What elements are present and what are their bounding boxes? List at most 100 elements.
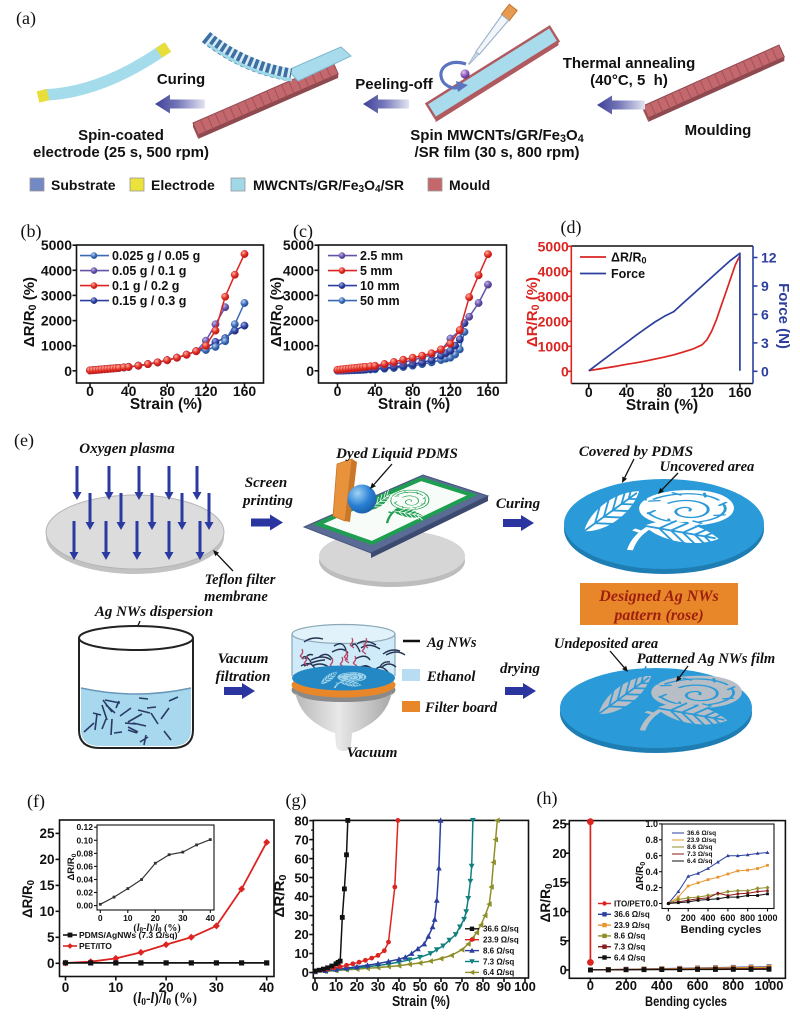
svg-text:0.2: 0.2 xyxy=(645,883,658,893)
svg-text:5 mm: 5 mm xyxy=(360,264,393,278)
svg-text:Undeposited area: Undeposited area xyxy=(554,636,658,652)
svg-text:36.6 Ω/sq: 36.6 Ω/sq xyxy=(483,925,519,934)
svg-text:ΔR/R0 (%): ΔR/R0 (%) xyxy=(524,277,542,347)
svg-text:10: 10 xyxy=(108,980,123,995)
svg-text:0.04: 0.04 xyxy=(76,874,93,884)
svg-text:15: 15 xyxy=(39,878,55,893)
svg-text:6.4 Ω/sq: 6.4 Ω/sq xyxy=(687,858,712,865)
svg-text:Moulding: Moulding xyxy=(685,122,752,139)
svg-text:23.9 Ω/sq: 23.9 Ω/sq xyxy=(614,921,650,930)
svg-text:25: 25 xyxy=(39,826,55,841)
svg-text:(d): (d) xyxy=(561,217,582,238)
svg-text:20: 20 xyxy=(294,927,308,942)
svg-text:drying: drying xyxy=(500,661,541,677)
svg-text:PDMS/AgNWs (7.3 Ω/sq): PDMS/AgNWs (7.3 Ω/sq) xyxy=(79,930,178,940)
svg-text:4000: 4000 xyxy=(41,262,72,278)
svg-text:Strain (%): Strain (%) xyxy=(392,994,450,1010)
svg-text:0: 0 xyxy=(761,363,769,379)
svg-text:600: 600 xyxy=(720,913,735,923)
svg-text:3: 3 xyxy=(761,335,769,351)
svg-text:Spin MWCNTs/GR/Fe3O4: Spin MWCNTs/GR/Fe3O4 xyxy=(410,127,583,145)
svg-text:0.4: 0.4 xyxy=(645,867,658,877)
svg-text:ΔR/R0 (%): ΔR/R0 (%) xyxy=(21,277,39,347)
svg-text:Spin-coated: Spin-coated xyxy=(78,127,164,144)
svg-text:60: 60 xyxy=(434,979,448,994)
svg-text:1.0: 1.0 xyxy=(645,819,658,829)
svg-text:600: 600 xyxy=(687,978,709,993)
svg-text:(g): (g) xyxy=(286,790,307,811)
svg-text:30: 30 xyxy=(209,980,224,995)
svg-text:8.6 Ω/sq: 8.6 Ω/sq xyxy=(614,932,645,941)
svg-text:40: 40 xyxy=(367,383,383,399)
svg-text:0.1 g / 0.2 g: 0.1 g / 0.2 g xyxy=(112,279,179,293)
svg-text:80: 80 xyxy=(657,384,673,400)
svg-text:90: 90 xyxy=(497,979,511,994)
svg-text:ΔR/R0: ΔR/R0 xyxy=(20,880,37,918)
svg-text:Strain (%): Strain (%) xyxy=(130,396,202,413)
svg-text:7.3 Ω/sq: 7.3 Ω/sq xyxy=(687,851,712,858)
svg-text:10: 10 xyxy=(329,979,343,994)
svg-text:0.00: 0.00 xyxy=(76,901,93,911)
svg-text:0: 0 xyxy=(334,383,342,399)
svg-text:pattern (rose): pattern (rose) xyxy=(612,607,703,624)
svg-text:25: 25 xyxy=(552,817,566,832)
svg-text:Ethanol: Ethanol xyxy=(426,669,475,685)
svg-text:2.5 mm: 2.5 mm xyxy=(360,249,403,263)
svg-text:40: 40 xyxy=(619,384,635,400)
svg-text:0.06: 0.06 xyxy=(76,861,93,871)
svg-text:PET/ITO: PET/ITO xyxy=(79,941,112,951)
svg-text:60: 60 xyxy=(294,851,308,866)
svg-text:Teflon filter: Teflon filter xyxy=(205,572,276,588)
svg-text:9: 9 xyxy=(761,278,769,294)
svg-text:Ag NWs dispersion: Ag NWs dispersion xyxy=(94,604,213,620)
svg-text:MWCNTs/GR/Fe3O4/SR: MWCNTs/GR/Fe3O4/SR xyxy=(253,177,404,195)
svg-text:/SR film (30 s, 800 rpm): /SR film (30 s, 800 rpm) xyxy=(414,144,579,161)
svg-text:6: 6 xyxy=(761,306,769,322)
svg-text:100: 100 xyxy=(514,979,536,994)
svg-text:Oxygen plasma: Oxygen plasma xyxy=(79,441,175,457)
svg-text:160: 160 xyxy=(233,383,257,399)
svg-text:0.02: 0.02 xyxy=(76,888,93,898)
svg-text:40: 40 xyxy=(294,889,308,904)
svg-text:10 mm: 10 mm xyxy=(360,279,400,293)
svg-text:Filter board: Filter board xyxy=(424,700,498,716)
svg-text:2000: 2000 xyxy=(41,313,72,329)
svg-text:0.6: 0.6 xyxy=(645,851,658,861)
svg-text:0: 0 xyxy=(302,965,309,980)
svg-text:Strain (%): Strain (%) xyxy=(626,397,698,414)
svg-text:70: 70 xyxy=(294,832,308,847)
svg-text:Vacuum: Vacuum xyxy=(218,651,269,667)
svg-text:electrode (25 s, 500 rpm): electrode (25 s, 500 rpm) xyxy=(33,144,209,161)
svg-text:1000: 1000 xyxy=(538,338,569,354)
svg-text:0: 0 xyxy=(587,978,594,993)
svg-text:0.8: 0.8 xyxy=(645,835,658,845)
svg-text:0.10: 0.10 xyxy=(76,835,93,845)
svg-text:30: 30 xyxy=(178,913,188,923)
svg-text:filtration: filtration xyxy=(215,669,270,685)
svg-text:0: 0 xyxy=(311,979,318,994)
svg-text:Bending cycles: Bending cycles xyxy=(645,993,727,1009)
svg-text:1000: 1000 xyxy=(755,978,784,993)
svg-text:6.4 Ω/sq: 6.4 Ω/sq xyxy=(614,953,645,962)
svg-text:1000: 1000 xyxy=(41,338,72,354)
svg-text:50: 50 xyxy=(294,870,308,885)
svg-text:ΔR/R0: ΔR/R0 xyxy=(537,883,555,922)
svg-text:(h): (h) xyxy=(537,788,558,809)
svg-text:200: 200 xyxy=(681,913,696,923)
svg-text:0: 0 xyxy=(585,384,593,400)
svg-text:(b): (b) xyxy=(21,221,42,242)
svg-text:8.6 Ω/sq: 8.6 Ω/sq xyxy=(687,844,712,851)
svg-text:Bending cycles: Bending cycles xyxy=(681,924,762,936)
svg-text:0: 0 xyxy=(98,913,103,923)
svg-text:2000: 2000 xyxy=(283,313,314,329)
svg-text:0.0: 0.0 xyxy=(645,899,658,909)
svg-text:5000: 5000 xyxy=(283,237,314,253)
svg-text:0.05 g / 0.1 g: 0.05 g / 0.1 g xyxy=(112,264,186,278)
svg-text:400: 400 xyxy=(701,913,716,923)
svg-text:50: 50 xyxy=(413,979,427,994)
svg-text:Ag NWs: Ag NWs xyxy=(426,635,477,651)
svg-text:15: 15 xyxy=(552,875,566,890)
svg-text:20: 20 xyxy=(39,852,54,867)
svg-text:23.9 Ω/sq: 23.9 Ω/sq xyxy=(687,837,716,844)
svg-text:0: 0 xyxy=(666,913,671,923)
